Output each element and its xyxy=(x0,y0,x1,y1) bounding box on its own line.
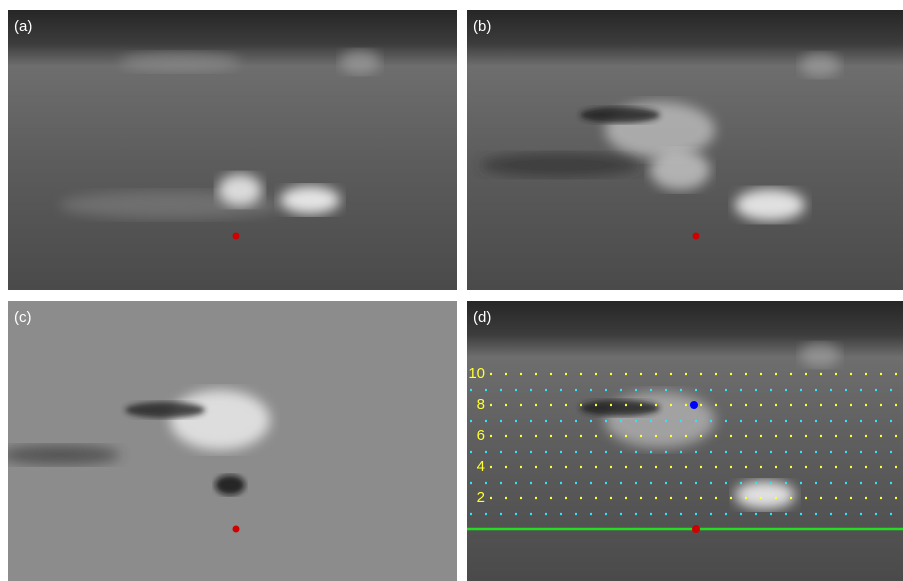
image-feature xyxy=(580,400,660,416)
image-feature xyxy=(580,107,660,123)
marker-point xyxy=(692,232,700,240)
panel-label: (d) xyxy=(473,309,491,326)
image-feature xyxy=(218,174,262,206)
image-feature xyxy=(800,343,840,367)
image-feature xyxy=(735,189,805,221)
panel-label: (c) xyxy=(14,309,32,326)
image-panel xyxy=(467,301,903,581)
scale-label: 4 xyxy=(477,458,485,475)
panel-label: (a) xyxy=(14,18,32,35)
image-feature xyxy=(340,50,380,74)
image-feature xyxy=(120,52,240,72)
scale-label: 10 xyxy=(468,365,485,382)
image-feature xyxy=(800,53,840,77)
image-feature xyxy=(170,390,270,450)
image-feature xyxy=(735,481,795,509)
marker-point xyxy=(232,525,240,533)
panel-label: (b) xyxy=(473,18,491,35)
image-feature xyxy=(8,445,120,465)
image-feature xyxy=(215,475,245,495)
marker-point xyxy=(232,232,240,240)
scale-label: 6 xyxy=(477,427,485,444)
marker-point xyxy=(690,401,698,409)
image-feature xyxy=(280,186,340,214)
image-panel xyxy=(8,301,457,581)
image-feature xyxy=(125,402,205,418)
image-feature xyxy=(650,150,710,190)
scale-label: 8 xyxy=(477,396,485,413)
image-background xyxy=(8,10,457,290)
image-feature xyxy=(480,153,640,177)
image-panel xyxy=(467,10,903,290)
marker-point xyxy=(692,525,700,533)
scale-label: 2 xyxy=(477,489,485,506)
image-panel xyxy=(8,10,457,290)
